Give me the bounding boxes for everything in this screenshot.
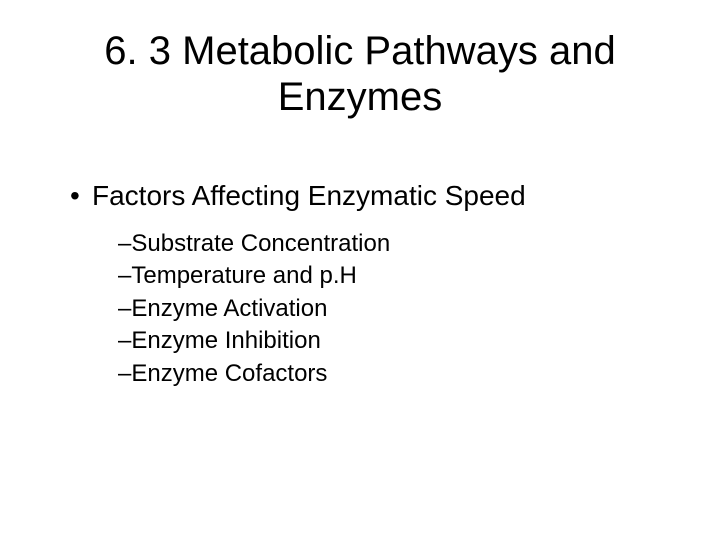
bullet-level2-group: – Substrate Concentration – Temperature … <box>60 228 660 390</box>
title-line-1: 6. 3 Metabolic Pathways and <box>104 29 615 73</box>
list-item: – Enzyme Inhibition <box>118 325 660 357</box>
bullet-level1-text: Factors Affecting Enzymatic Speed <box>92 180 526 211</box>
bullet-level1: •Factors Affecting Enzymatic Speed <box>60 180 660 212</box>
list-item-text: Temperature and p.H <box>131 262 356 289</box>
list-item-text: Substrate Concentration <box>131 230 390 257</box>
dash-icon: – <box>118 260 131 292</box>
title-line-2: Enzymes <box>278 75 443 119</box>
dash-icon: – <box>118 228 131 260</box>
list-item-text: Enzyme Inhibition <box>131 327 320 354</box>
dash-icon: – <box>118 358 131 390</box>
list-item-text: Enzyme Cofactors <box>131 360 327 387</box>
list-item: – Temperature and p.H <box>118 260 660 292</box>
bullet-dot-icon: • <box>70 180 92 212</box>
slide-container: 6. 3 Metabolic Pathways and Enzymes •Fac… <box>0 0 720 540</box>
list-item: – Enzyme Cofactors <box>118 358 660 390</box>
dash-icon: – <box>118 325 131 357</box>
dash-icon: – <box>118 293 131 325</box>
list-item-text: Enzyme Activation <box>131 295 327 322</box>
list-item: – Enzyme Activation <box>118 293 660 325</box>
list-item: – Substrate Concentration <box>118 228 660 260</box>
slide-title: 6. 3 Metabolic Pathways and Enzymes <box>60 28 660 120</box>
